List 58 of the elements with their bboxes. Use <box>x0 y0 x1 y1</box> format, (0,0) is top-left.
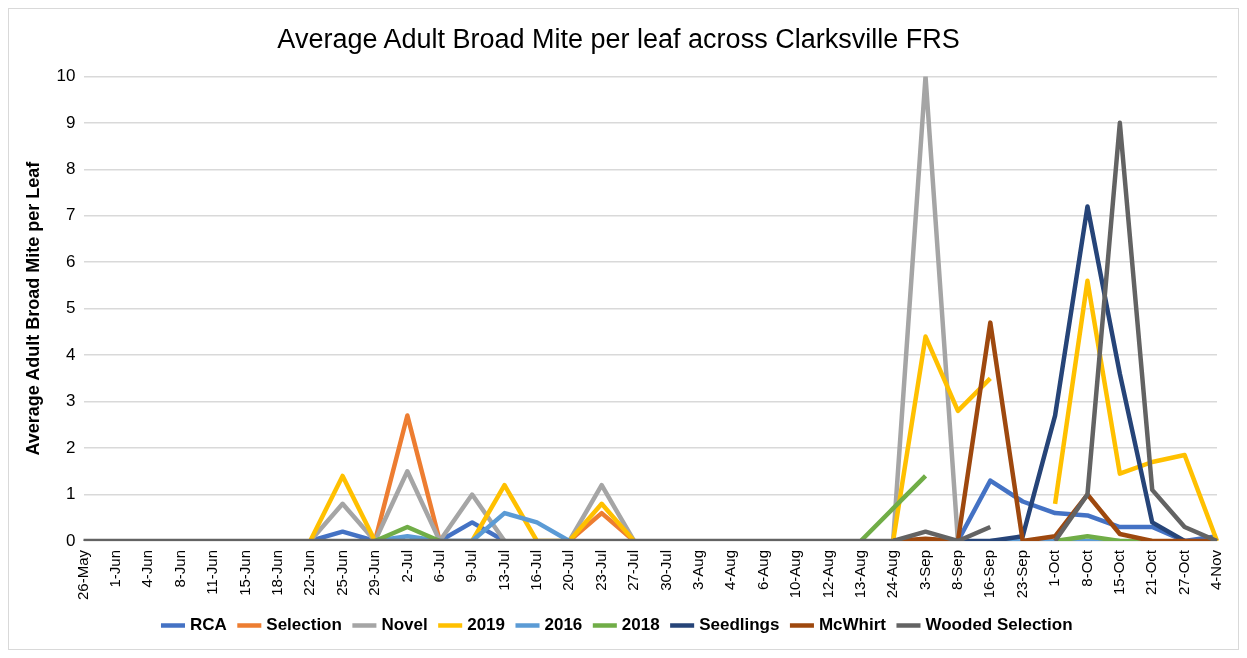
x-tick-label: 30-Jul <box>656 549 674 591</box>
x-tick-label: 20-Jul <box>559 549 577 591</box>
x-tick-label: 27-Jul <box>624 549 642 591</box>
x-tick-label: 22-Jun <box>300 549 318 596</box>
y-tick-label: 10 <box>56 66 76 86</box>
y-tick-label: 0 <box>66 530 76 550</box>
x-tick-label: 18-Jun <box>267 549 285 596</box>
y-tick-label: 2 <box>66 437 76 457</box>
x-tick-label: 4-Aug <box>721 549 739 591</box>
y-tick-label: 6 <box>66 251 76 271</box>
x-tick-label: 25-Jun <box>332 549 350 596</box>
x-tick-label: 27-Oct <box>1174 549 1192 595</box>
x-tick-label: 8-Jun <box>170 549 188 588</box>
x-tick-label: 23-Jul <box>591 549 609 591</box>
x-tick-label: 1-Jun <box>106 549 124 588</box>
y-tick-label: 8 <box>66 159 76 178</box>
y-tick-label: 5 <box>66 298 76 318</box>
legend-label: Seedlings <box>699 615 780 635</box>
x-tick-label: 13-Jul <box>494 549 512 591</box>
y-tick-label: 1 <box>66 484 76 504</box>
x-tick-label: 6-Jul <box>429 549 447 583</box>
y-tick-label: 4 <box>66 344 76 364</box>
legend-label: Wooded Selection <box>925 615 1073 635</box>
x-tick-label: 24-Aug <box>883 549 901 599</box>
chart-title: Average Adult Broad Mite per leaf across Clarksville FRS <box>277 23 960 54</box>
legend-label: McWhirt <box>818 615 887 635</box>
x-tick-label: 8-Sep <box>948 549 966 591</box>
legend-label: 2019 <box>467 615 506 635</box>
x-tick-label: 6-Aug <box>753 549 771 591</box>
y-tick-label: 9 <box>66 112 76 132</box>
x-tick-label: 3-Sep <box>915 549 933 591</box>
y-tick-label: 7 <box>66 205 76 225</box>
x-tick-label: 21-Oct <box>1142 549 1160 595</box>
x-tick-label: 12-Aug <box>818 549 836 599</box>
x-tick-label: 8-Oct <box>1077 549 1095 587</box>
x-tick-label: 15-Jun <box>235 549 253 596</box>
x-tick-label: 29-Jun <box>365 549 383 596</box>
x-tick-label: 16-Jul <box>527 549 545 591</box>
x-tick-label: 16-Sep <box>980 549 998 599</box>
x-tick-label: 3-Aug <box>688 549 706 591</box>
y-tick-label: 3 <box>66 391 76 411</box>
legend-label: 2016 <box>544 615 583 635</box>
legend-label: RCA <box>189 615 227 635</box>
x-tick-label: 11-Jun <box>203 549 221 595</box>
x-tick-label: 1-Oct <box>1045 549 1063 587</box>
x-tick-label: 9-Jul <box>462 549 480 583</box>
x-tick-label: 23-Sep <box>1012 549 1030 599</box>
x-tick-label: 4-Jun <box>138 549 156 588</box>
legend-label: Selection <box>266 615 342 635</box>
x-tick-label: 10-Aug <box>786 549 804 599</box>
y-axis-title: Average Adult Broad Mite per Leaf <box>22 160 43 456</box>
x-tick-label: 13-Aug <box>850 549 868 599</box>
legend-label: Novel <box>381 615 428 635</box>
x-tick-label: 4-Nov <box>1207 549 1225 590</box>
x-tick-label: 2-Jul <box>397 549 415 583</box>
x-tick-label: 26-May <box>73 549 91 601</box>
x-tick-label: 15-Oct <box>1109 549 1127 595</box>
legend-label: 2018 <box>621 615 660 635</box>
